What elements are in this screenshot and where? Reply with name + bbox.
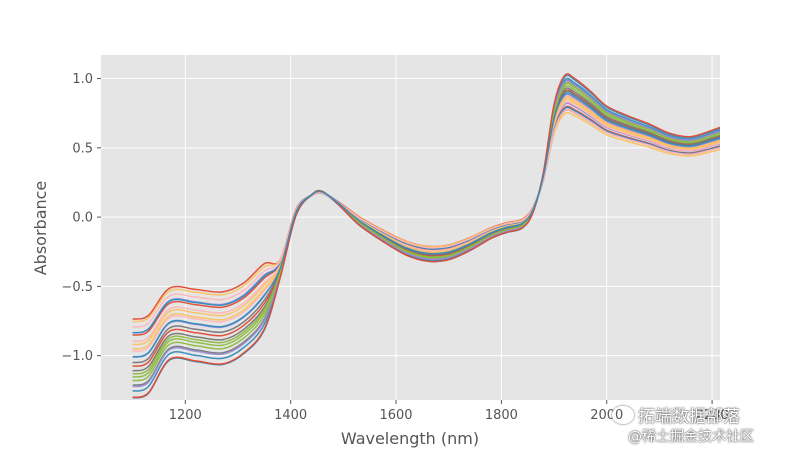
y-axis-label: Absorbance	[31, 181, 50, 276]
x-axis-label: Wavelength (nm)	[341, 429, 479, 448]
spectrum-line	[132, 92, 720, 358]
spectrum-line	[132, 84, 720, 375]
x-axis-ticks: 1200 1400 1600 1800 2000 2200	[169, 400, 729, 423]
watermark-line2: @稀土掘金技术社区	[628, 429, 754, 445]
spectrum-line	[132, 81, 720, 382]
watermark-brand: 拓端数据部落	[612, 402, 740, 427]
y-tick-label: −0.5	[61, 280, 93, 295]
y-tick-label: 0.0	[72, 211, 93, 226]
x-tick-label: 1400	[274, 408, 307, 423]
x-tick-label: 2200	[696, 408, 729, 423]
watermark-line1: 拓端数据部落	[638, 407, 740, 427]
x-tick-label: 1800	[485, 408, 518, 423]
spectrum-line	[132, 100, 720, 343]
spectrum-line	[132, 108, 720, 328]
wechat-icon	[612, 406, 634, 424]
spectrum-line	[132, 73, 720, 399]
x-tick-label: 1200	[169, 408, 202, 423]
spectrum-line	[132, 106, 720, 334]
plot-area-background	[101, 55, 720, 400]
watermark-community: @稀土掘金技术社区	[628, 426, 754, 446]
y-tick-label: −1.0	[61, 349, 93, 364]
x-tick-label: 1600	[379, 408, 412, 423]
series-lines	[132, 73, 720, 399]
y-axis-ticks: −1.0 −0.5 0.0 0.5 1.0	[61, 72, 101, 364]
grid-lines	[101, 55, 720, 400]
y-tick-label: 0.5	[72, 141, 93, 156]
spectrum-line	[132, 96, 720, 350]
spectrum-line	[132, 90, 720, 364]
y-tick-label: 1.0	[72, 72, 93, 87]
spectrum-line	[132, 79, 720, 388]
